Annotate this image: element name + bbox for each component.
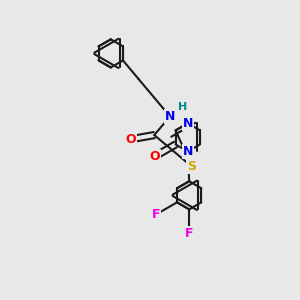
Text: O: O (125, 133, 136, 146)
Text: O: O (149, 150, 160, 163)
Text: N: N (183, 117, 193, 130)
Text: N: N (165, 110, 175, 123)
Text: H: H (178, 103, 187, 112)
Text: N: N (183, 145, 193, 158)
Text: S: S (187, 160, 196, 173)
Text: F: F (185, 227, 194, 240)
Text: F: F (152, 208, 160, 221)
